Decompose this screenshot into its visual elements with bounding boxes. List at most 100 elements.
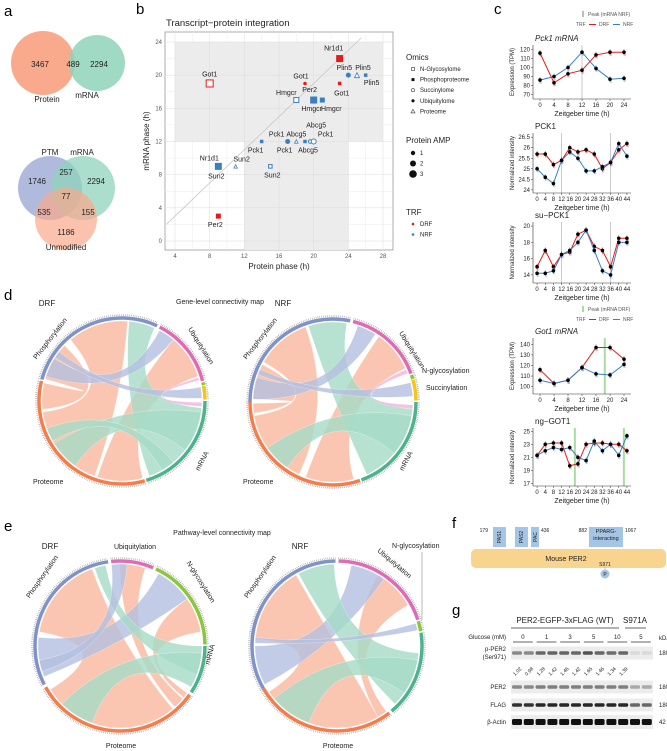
sector-label-mrna: mRNA bbox=[195, 450, 211, 472]
domain-label: PAS1 bbox=[497, 531, 503, 544]
x-tick-label: 4 bbox=[173, 254, 177, 260]
chord-sector-proteome bbox=[261, 687, 391, 733]
blot-row-sublabel: (Ser971) bbox=[483, 655, 506, 661]
x-tick-label: 4 bbox=[544, 287, 548, 293]
y-tick-label: 4 bbox=[159, 206, 163, 212]
point-label: Got1 bbox=[334, 90, 349, 97]
domain-pas2 bbox=[515, 527, 528, 547]
point-phosphoproteome bbox=[319, 97, 325, 103]
x-tick-label: 28 bbox=[591, 197, 598, 203]
chord-sector-nglyco bbox=[155, 567, 207, 645]
data-point-nrf bbox=[551, 181, 556, 186]
data-point-nrf bbox=[535, 271, 539, 276]
chord-ribbon-phospho bbox=[254, 623, 418, 644]
data-point-drf bbox=[559, 441, 564, 445]
legend-label: Phosphoproteome bbox=[420, 78, 470, 84]
blot-band bbox=[512, 719, 522, 725]
point-ubiquitylome bbox=[303, 81, 307, 86]
chord-ticks bbox=[31, 558, 108, 687]
chord-ticks bbox=[420, 620, 425, 631]
blot-band bbox=[559, 719, 570, 725]
legend-label: Peak (mRNA DRF) bbox=[588, 307, 631, 313]
data-point-nrf bbox=[616, 141, 621, 146]
x-tick-label: 44 bbox=[624, 490, 631, 496]
panel-label-d: d bbox=[4, 287, 12, 304]
point-phosphoproteome bbox=[303, 139, 307, 144]
point-label: Per2 bbox=[208, 222, 223, 229]
sector-label-succ: Succinylation bbox=[426, 385, 467, 392]
y-axis-label: mRNA phase (h) bbox=[142, 111, 151, 170]
x-tick-label: 12 bbox=[241, 254, 248, 260]
data-point-drf bbox=[576, 462, 580, 466]
peak-swatch bbox=[582, 306, 584, 312]
y-tick-label: 100 bbox=[520, 66, 531, 72]
venn-label: Unmodified bbox=[46, 243, 86, 252]
x-tick-label: 28 bbox=[591, 490, 598, 496]
venn-value: 1186 bbox=[57, 228, 75, 237]
data-point-drf bbox=[576, 150, 580, 154]
diagonal-line bbox=[166, 37, 362, 225]
blot-band bbox=[523, 651, 534, 655]
x-tick-label: 40 bbox=[615, 197, 622, 203]
point-label: Pck1 bbox=[277, 148, 293, 155]
y-tick-label: 24 bbox=[155, 40, 162, 46]
data-point-drf bbox=[616, 236, 621, 241]
x-tick-label: 24 bbox=[621, 398, 628, 404]
quantification-value: 1.46 bbox=[559, 666, 570, 677]
chord-sector-phospho bbox=[40, 316, 158, 380]
blot-band bbox=[523, 703, 534, 707]
point-label: Plin5 bbox=[364, 80, 380, 87]
point-succinylome bbox=[310, 138, 317, 145]
domain-label: PPARG-interacting bbox=[593, 529, 619, 542]
legend-label: NRF bbox=[623, 317, 633, 323]
point-label: Hmgcr bbox=[276, 90, 297, 97]
blot-band bbox=[547, 685, 558, 689]
blot-band bbox=[641, 719, 652, 725]
x-tick-label: 12 bbox=[558, 490, 565, 496]
x-tick-label: 12 bbox=[558, 287, 565, 293]
data-point-nrf bbox=[567, 445, 572, 450]
position-label: 179 bbox=[480, 528, 489, 534]
x-tick-label: 20 bbox=[310, 254, 317, 260]
data-point-nrf bbox=[594, 372, 598, 376]
venn-ptm-mrna-unmodified: 1746 257 2294 77 535 155 1186 PTM mRNA U… bbox=[18, 148, 115, 252]
quantification-value: 1.02 bbox=[512, 666, 523, 677]
data-point-drf bbox=[608, 264, 613, 269]
blot-band bbox=[618, 685, 629, 689]
quantification-value: 1.65 bbox=[583, 666, 594, 677]
y-tick-label: 110 bbox=[520, 374, 530, 380]
panel-label-a: a bbox=[4, 3, 13, 20]
data-point-drf bbox=[592, 152, 597, 156]
chord-sector-ubiq bbox=[158, 325, 205, 382]
x-tick-label: 36 bbox=[607, 287, 614, 293]
legend-label: NRF bbox=[623, 22, 633, 28]
data-point-nrf bbox=[543, 449, 548, 453]
x-tick-label: 20 bbox=[607, 103, 614, 109]
data-point-nrf bbox=[580, 50, 584, 54]
chord-sector-phospho bbox=[33, 560, 109, 686]
y-tick-label: 20 bbox=[523, 224, 530, 230]
blot-band bbox=[512, 685, 522, 689]
blot-background bbox=[511, 680, 653, 694]
data-point-nrf bbox=[592, 439, 597, 443]
molecular-weight: 180 bbox=[659, 651, 667, 657]
y-axis-label: Normalized intensity bbox=[510, 225, 516, 279]
legend-symbol-ubiquityl bbox=[411, 99, 415, 103]
y-axis-label: Expression (TPM) bbox=[510, 342, 516, 390]
y-tick-label: 110 bbox=[520, 57, 530, 63]
sector-label-mrna: mRNA bbox=[399, 450, 415, 472]
point-label: Pck1 bbox=[248, 148, 264, 155]
chart-title: Pck1 mRNA bbox=[535, 34, 579, 43]
y-tick-label: 90 bbox=[523, 75, 530, 81]
point-proteome bbox=[353, 71, 361, 79]
quantification-value: 0.98 bbox=[524, 666, 535, 677]
data-point-drf bbox=[600, 441, 605, 445]
x-tick-label: 16 bbox=[593, 398, 600, 404]
x-axis-label: Zeitgeber time (h) bbox=[554, 498, 609, 505]
domain-label: PAS2 bbox=[519, 531, 525, 544]
x-tick-label: 24 bbox=[583, 287, 590, 293]
legend-label: 1 bbox=[420, 151, 424, 157]
x-tick-label: 20 bbox=[607, 398, 614, 404]
y-tick-label: 12 bbox=[155, 140, 162, 146]
chord-title: Pathway-level connectivity map bbox=[173, 530, 271, 537]
